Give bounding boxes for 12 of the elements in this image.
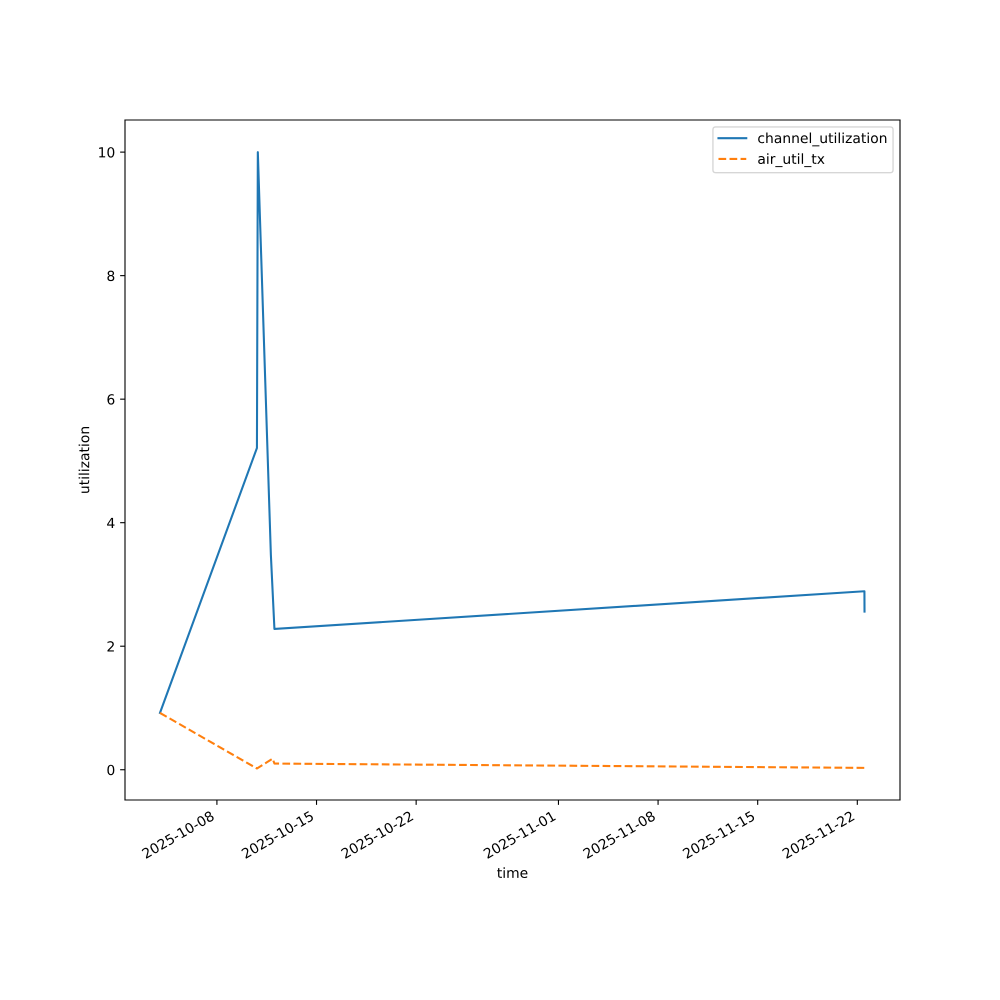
legend-label: channel_utilization bbox=[758, 132, 886, 146]
y-tick-label: 8 bbox=[107, 270, 114, 282]
x-axis-title: time bbox=[497, 867, 528, 878]
y-tick-label: 10 bbox=[99, 147, 114, 158]
line-series bbox=[158, 151, 866, 714]
y-tick-label: 0 bbox=[107, 764, 114, 776]
y-axis-title: utilization bbox=[78, 427, 90, 493]
legend-label: air_util_tx bbox=[758, 153, 825, 168]
y-tick-label: 4 bbox=[107, 518, 114, 528]
y-tick-label: 6 bbox=[107, 394, 114, 405]
y-tick-label: 2 bbox=[107, 641, 114, 652]
line-series bbox=[158, 712, 866, 770]
